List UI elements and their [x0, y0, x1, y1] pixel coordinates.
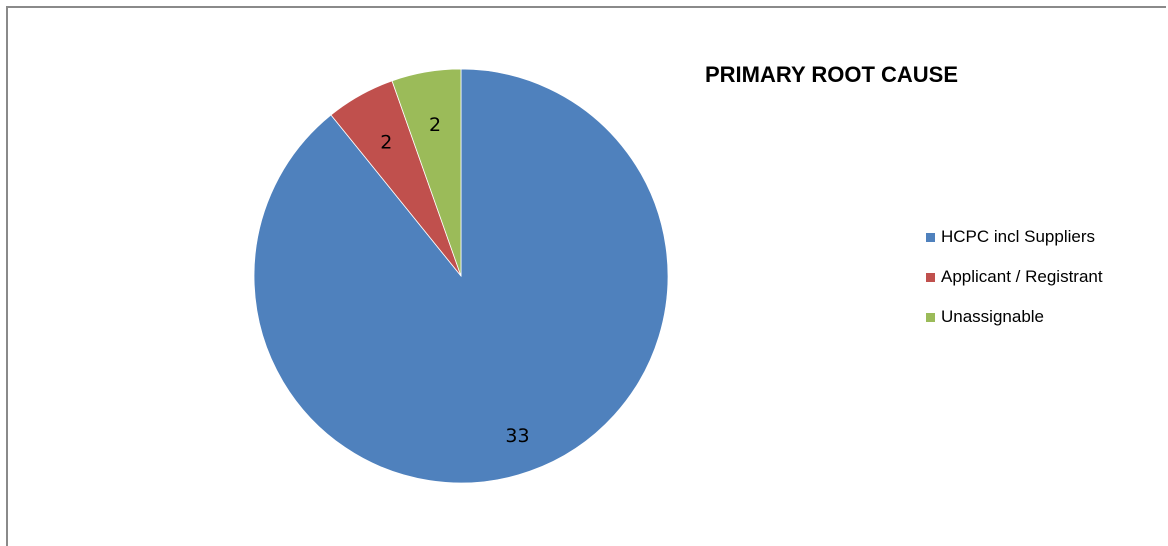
chart-title: PRIMARY ROOT CAUSE [705, 62, 959, 87]
legend-label-unassignable: Unassignable [941, 307, 1045, 326]
slice-unassignable [391, 68, 462, 277]
legend-item-applicant: Applicant / Registrant [926, 264, 1103, 290]
legend-swatch-hcpc [926, 232, 935, 242]
pie-slices [253, 68, 669, 484]
legend: HCPC incl Suppliers Applicant / Registra… [926, 224, 1103, 344]
data-label-hcpc: 33 [505, 425, 529, 447]
legend-label-applicant: Applicant / Registrant [941, 267, 1103, 286]
legend-item-hcpc: HCPC incl Suppliers [926, 224, 1103, 250]
legend-swatch-applicant [926, 272, 935, 282]
data-label-applicant: 2 [380, 131, 392, 153]
data-label-unassignable: 2 [429, 114, 441, 136]
pie-data-labels: 33 2 2 [380, 114, 529, 447]
legend-swatch-unassignable [926, 312, 935, 322]
legend-item-unassignable: Unassignable [926, 304, 1103, 330]
legend-label-hcpc: HCPC incl Suppliers [941, 227, 1095, 246]
